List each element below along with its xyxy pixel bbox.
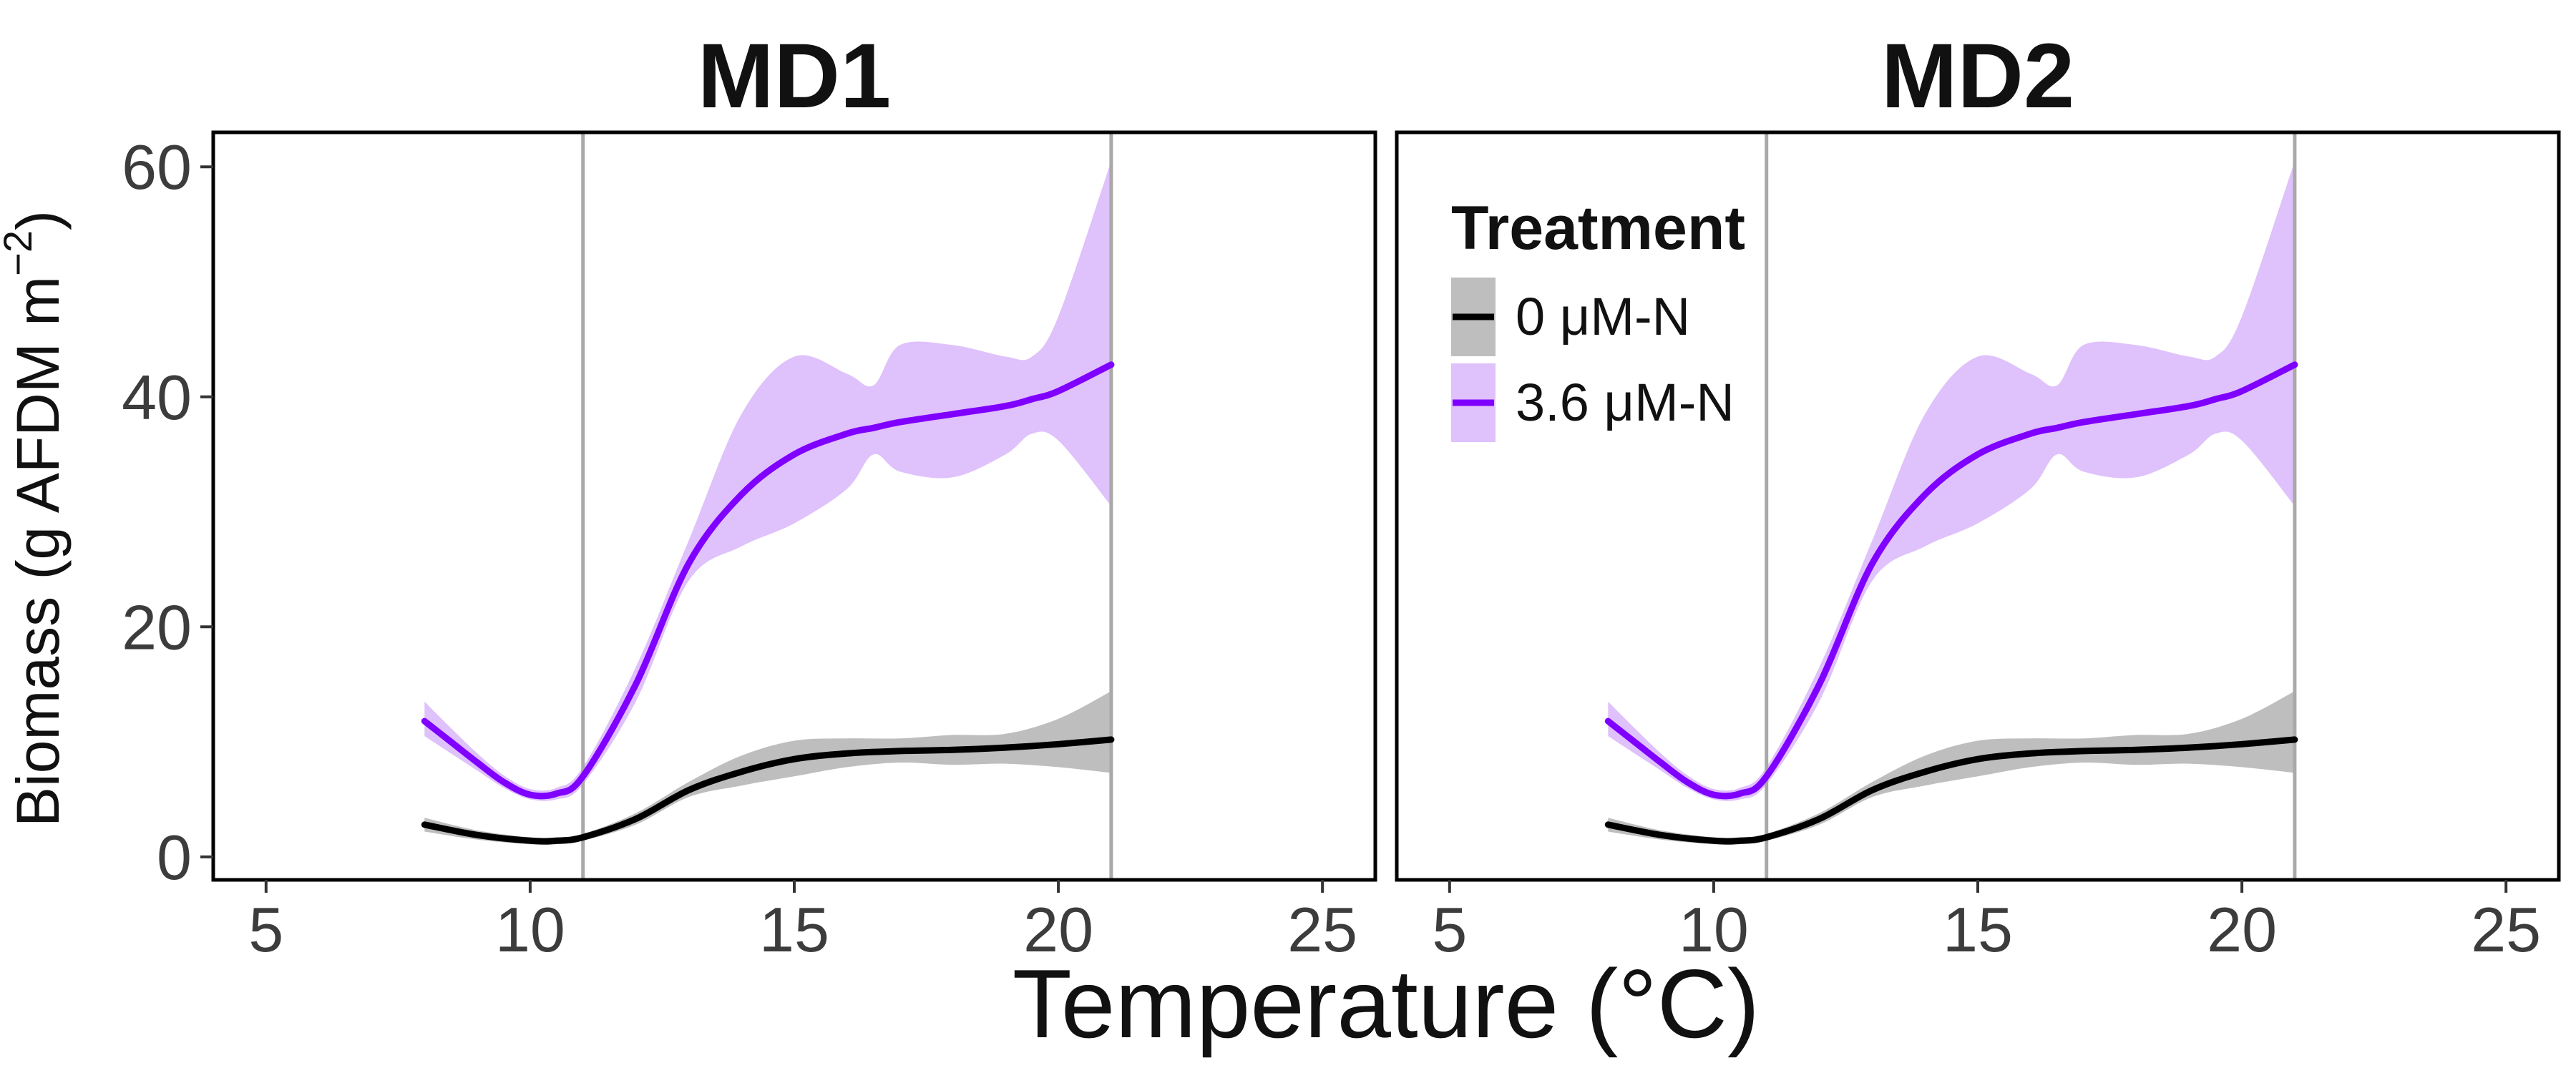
x-tick-label-2: 15 (1943, 894, 2013, 965)
x-tick-label-0: 5 (1432, 894, 1467, 965)
band-1 (1608, 161, 2295, 801)
y-tick-label-3: 60 (122, 132, 192, 202)
x-tick-label-3: 20 (2207, 894, 2277, 965)
series-line-0 (1604, 736, 2298, 845)
legend-title: Treatment (1451, 194, 1745, 263)
y-axis-title: Biomass (g AFDM m−2) (0, 210, 72, 827)
y-tick-label-2: 40 (122, 362, 192, 433)
y-tick-label-0: 0 (157, 822, 192, 893)
legend-label-0: 0 μM-N (1516, 287, 1690, 346)
y-axis-title-main: Biomass (g AFDM m (4, 276, 72, 827)
panel-title-0: MD1 (698, 25, 891, 127)
legend: Treatment 0 μM-N 3.6 μM-N (1451, 194, 1745, 442)
band-1 (424, 161, 1111, 801)
panel-title-1: MD2 (1881, 25, 2074, 127)
band-0 (424, 691, 1111, 845)
y-axis-title-sup: −2 (0, 230, 40, 276)
series-line-1 (421, 361, 1115, 800)
panels: MD1 5 10 15 20 25 0 20 40 60 MD2 5 10 15 20 25 (122, 25, 2561, 965)
panel-md2: MD2 5 10 15 20 25 (1395, 25, 2561, 965)
x-tick-label-4: 25 (2471, 894, 2541, 965)
y-axis-title-tail: ) (4, 210, 72, 230)
panel-md1: MD1 5 10 15 20 25 0 20 40 60 (122, 25, 1377, 965)
x-tick-label-1: 10 (1679, 894, 1749, 965)
series-line-1 (1604, 361, 2298, 800)
series-line-0 (421, 736, 1115, 845)
x-axis-title: Temperature (°C) (1013, 949, 1760, 1058)
x-tick-label-4: 25 (1287, 894, 1357, 965)
legend-label-1: 3.6 μM-N (1516, 373, 1735, 432)
x-tick-label-0: 5 (248, 894, 283, 965)
x-tick-label-3: 20 (1023, 894, 1093, 965)
y-tick-label-1: 20 (122, 592, 192, 662)
band-0 (1608, 691, 2295, 845)
x-tick-label-2: 15 (759, 894, 829, 965)
x-tick-label-1: 10 (495, 894, 565, 965)
